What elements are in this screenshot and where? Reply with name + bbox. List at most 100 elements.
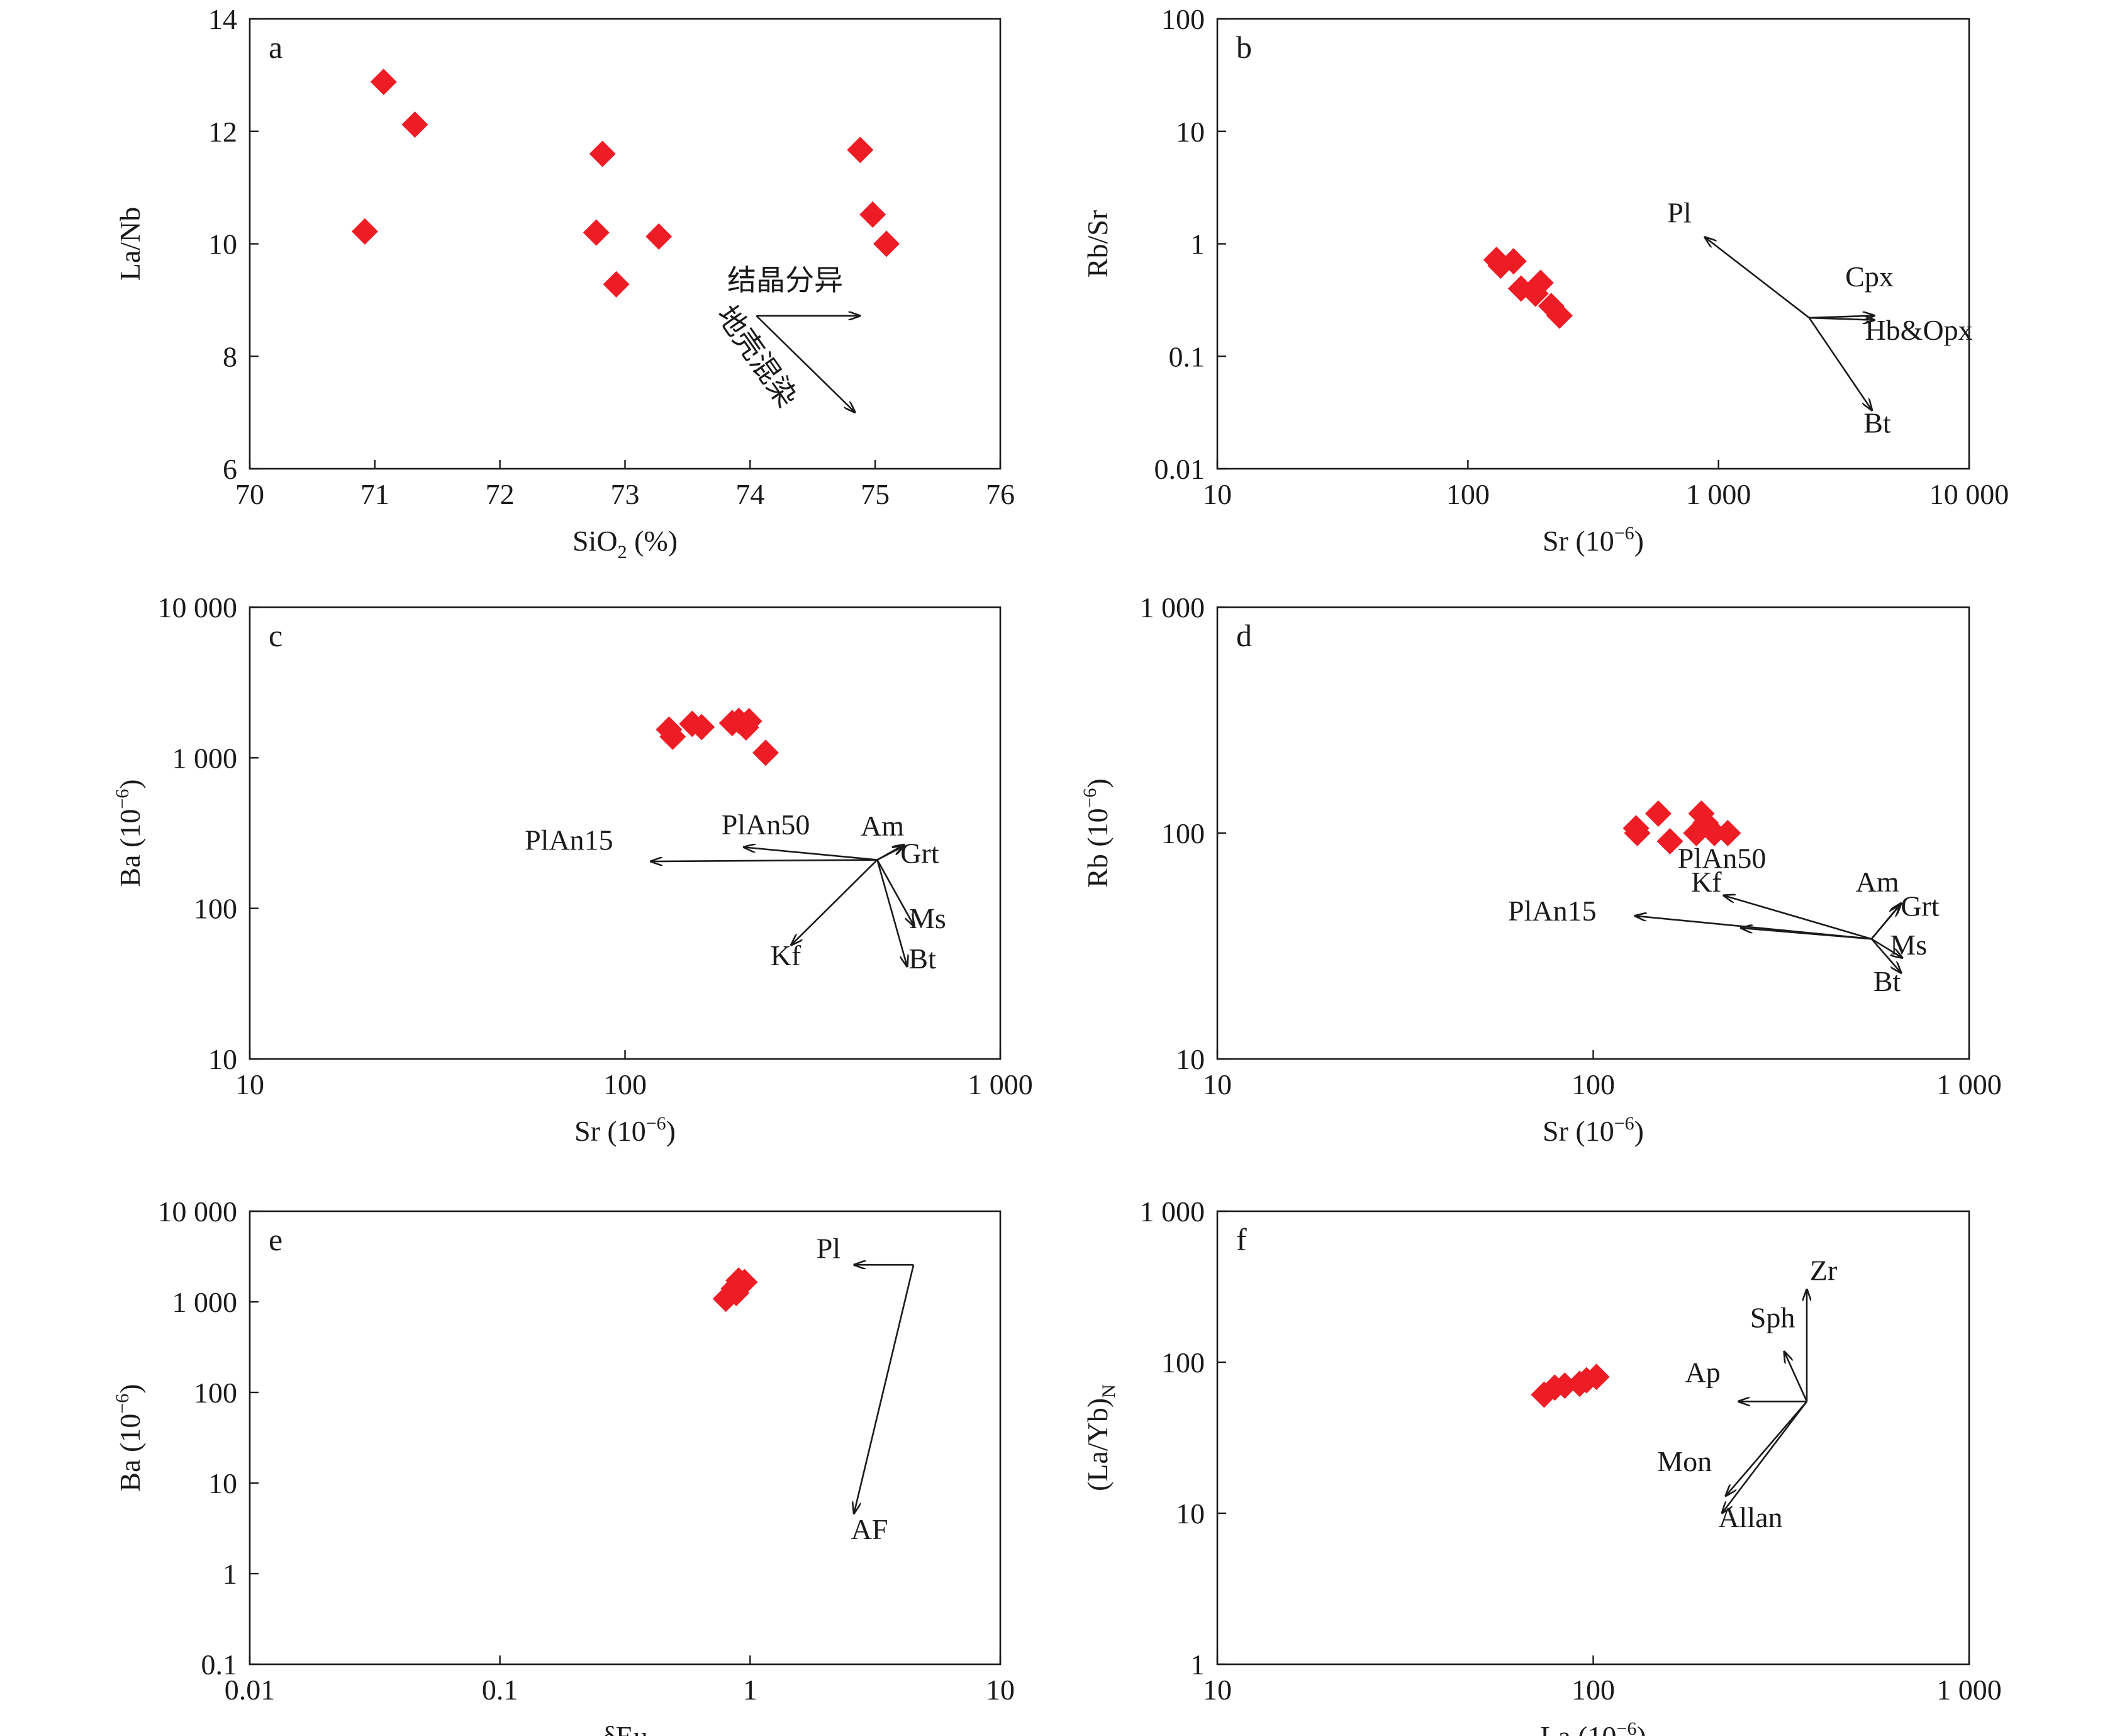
vector-label: Ms	[909, 902, 946, 934]
vector-label: Kf	[771, 939, 801, 972]
x-tick-label: 1 000	[1936, 1674, 2002, 1706]
vector-arrow	[854, 1264, 915, 1513]
data-point	[859, 201, 886, 228]
vector-arrow	[1808, 317, 1872, 410]
vector-arrow	[1809, 318, 1875, 320]
data-point	[645, 223, 673, 250]
x-tick-label: 100	[603, 1068, 647, 1100]
vector-label: Grt	[900, 837, 939, 870]
vector-arrow	[1741, 928, 1872, 940]
data-point	[659, 723, 686, 750]
vector-label: Pl	[817, 1232, 840, 1264]
vector-label: Allan	[1718, 1501, 1782, 1533]
x-axis-label: SiO2 (%)	[572, 525, 678, 563]
data-point	[847, 137, 874, 164]
data-point	[735, 708, 762, 735]
x-axis-label: La (10−6)	[1540, 1718, 1646, 1736]
data-point	[752, 739, 779, 766]
y-tick-label: 12	[208, 116, 237, 148]
data-point	[1701, 820, 1728, 846]
x-tick-label: 75	[861, 478, 890, 510]
data-point	[1656, 828, 1683, 855]
y-tick-label: 1 000	[172, 742, 238, 774]
vector-label: Ms	[1890, 929, 1927, 961]
data-point	[1546, 302, 1573, 329]
vector-label: PlAn50	[1678, 843, 1767, 875]
x-tick-label: 74	[735, 478, 764, 510]
vector-label: Bt	[1863, 406, 1891, 439]
y-tick-label: 0.1	[201, 1649, 238, 1681]
x-tick-label: 1 000	[1686, 478, 1751, 510]
vector-arrow	[1870, 938, 1901, 973]
panel-letter: b	[1236, 30, 1252, 65]
x-tick-label: 100	[1572, 1068, 1615, 1100]
x-tick-label: 1	[743, 1674, 757, 1706]
x-tick-label: 10	[235, 1068, 264, 1100]
vector-arrow	[876, 846, 904, 861]
x-tick-label: 70	[235, 478, 264, 510]
x-tick-label: 0.1	[482, 1674, 518, 1706]
panel-letter: e	[269, 1222, 282, 1257]
panel-b: b 10 100 1 000 10 000 0.01 0.1 1 10 100 Sr (10−6) R…	[1081, 3, 2009, 557]
data-point	[873, 230, 900, 257]
vector-arrow	[1870, 903, 1901, 940]
x-axis-label: Sr (10−6)	[1543, 523, 1644, 557]
y-tick-label: 6	[223, 453, 237, 485]
vector-label: Mon	[1657, 1445, 1712, 1477]
vector-label: Grt	[1901, 890, 1940, 922]
vector-label: Ap	[1685, 1356, 1720, 1388]
x-tick-label: 10	[986, 1674, 1015, 1706]
vector-label: PlAn15	[525, 824, 613, 856]
data-point	[1644, 800, 1672, 827]
y-tick-label: 10 000	[158, 1196, 238, 1228]
y-tick-label: 1 000	[1140, 1196, 1205, 1228]
x-tick-label: 0.01	[225, 1674, 276, 1706]
data-point	[401, 111, 428, 138]
y-axis-label: Rb/Sr	[1081, 210, 1114, 277]
vector-arrow	[876, 859, 914, 927]
data-point	[688, 714, 715, 741]
vector-arrow	[1723, 895, 1872, 940]
plot-frame	[1216, 606, 1970, 1060]
vector-label: 结晶分异	[727, 264, 843, 296]
y-tick-label: 100	[194, 1377, 237, 1409]
x-tick-label: 1 000	[968, 1068, 1033, 1100]
x-tick-label: 1 000	[1936, 1068, 2002, 1100]
vector-label: Am	[861, 810, 904, 842]
data-point	[603, 271, 630, 298]
data-point	[1522, 280, 1549, 307]
vector-arrow	[756, 315, 855, 413]
plot-frame	[248, 1210, 1002, 1666]
y-tick-label: 0.01	[1154, 453, 1205, 485]
x-axis-label: Sr (10−6)	[574, 1113, 676, 1147]
y-axis-label: Rb (10−6)	[1080, 778, 1114, 888]
x-axis-label: δEu	[602, 1720, 648, 1736]
panel-c: c 10 100 1 000 10 100 1 000 10 000 Sr (10−6) Ba (…	[112, 591, 1033, 1147]
y-axis-label: Ba (10−6)	[112, 1384, 146, 1491]
vector-label: Bt	[1873, 965, 1901, 997]
panel-letter: f	[1236, 1222, 1247, 1257]
panel-d: d 10 100 1 000 10 100 1 000 Sr (10−6) Rb (10−6) P…	[1080, 591, 2002, 1147]
y-tick-label: 10	[1176, 1043, 1205, 1075]
y-tick-label: 10	[208, 228, 237, 260]
y-axis-label: (La/Yb)N	[1081, 1384, 1119, 1491]
data-point	[1714, 820, 1741, 846]
vector-label: AF	[851, 1513, 888, 1545]
y-axis-label: La/Nb	[114, 207, 146, 281]
vector-label: Kf	[1691, 866, 1722, 898]
y-tick-label: 10	[1176, 116, 1205, 148]
vector-arrow	[1871, 938, 1902, 958]
x-tick-label: 72	[486, 478, 515, 510]
vector-arrow	[1722, 1401, 1808, 1513]
x-tick-label: 100	[1446, 478, 1490, 510]
vector-label: Bt	[908, 943, 936, 975]
y-tick-label: 0.1	[1169, 340, 1205, 372]
vector-arrow	[1784, 1352, 1808, 1402]
vector-label: Sph	[1750, 1302, 1795, 1334]
panel-letter: c	[269, 618, 282, 653]
vector-label: Am	[1856, 866, 1899, 898]
y-tick-label: 10 000	[158, 591, 238, 624]
y-axis-label: Ba (10−6)	[112, 779, 146, 887]
y-tick-label: 100	[1161, 1347, 1205, 1379]
